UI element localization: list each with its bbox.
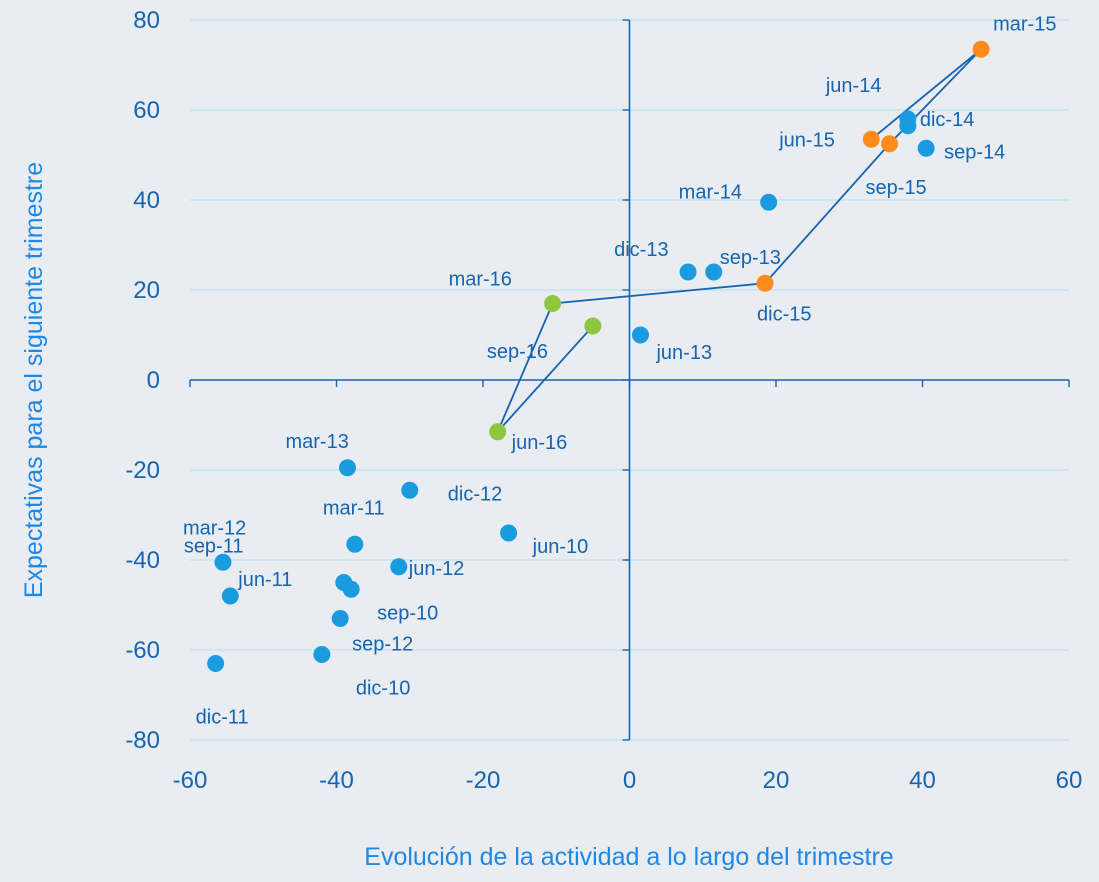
y-tick-label: 40 — [133, 187, 160, 214]
point-label: sep-15 — [866, 177, 927, 199]
data-point — [862, 130, 880, 148]
point-label: jun-12 — [408, 558, 465, 580]
x-tick-label: 60 — [1056, 767, 1083, 794]
point-label: dic-14 — [920, 109, 974, 131]
data-point — [346, 535, 364, 553]
point-label: jun-10 — [532, 536, 589, 558]
data-point — [631, 326, 649, 344]
point-label: mar-14 — [679, 181, 742, 203]
y-axis-title: Expectativas para el siguiente trimestre — [20, 162, 48, 598]
data-point — [390, 558, 408, 576]
data-point — [338, 459, 356, 477]
y-tick-label: -80 — [125, 727, 160, 754]
data-point — [500, 524, 518, 542]
data-point — [335, 574, 353, 591]
y-tick-label: -60 — [125, 637, 160, 664]
data-point — [401, 481, 419, 499]
point-label: mar-15 — [993, 13, 1056, 35]
point-label: jun-14 — [825, 75, 882, 97]
point-label: dic-13 — [614, 239, 668, 261]
point-label: jun-16 — [511, 432, 568, 454]
point-label: mar-11 — [323, 497, 385, 519]
point-label: sep-13 — [720, 247, 781, 269]
point-label: jun-11 — [237, 569, 292, 591]
point-label: sep-14 — [944, 141, 1005, 163]
point-label: mar-12 — [183, 517, 246, 539]
data-point — [881, 135, 899, 153]
point-label: jun-13 — [655, 342, 712, 364]
data-point — [756, 274, 774, 292]
x-tick-label: -60 — [173, 767, 208, 794]
data-points — [207, 40, 990, 672]
tick-labels: 80 60 40 20 0 -20 -40 -60 -80 -60 -40 -20 0 20 40 60 — [125, 7, 1082, 794]
x-tick-label: -40 — [319, 767, 354, 794]
data-point — [489, 423, 507, 441]
data-point — [221, 587, 239, 605]
axes — [189, 19, 1070, 741]
data-point — [705, 263, 723, 281]
data-point — [544, 295, 562, 312]
y-tick-label: -40 — [125, 547, 160, 574]
x-tick-label: 0 — [623, 767, 636, 794]
data-point — [214, 553, 232, 571]
data-point — [917, 139, 935, 157]
data-point — [207, 655, 225, 672]
point-label: sep-12 — [352, 634, 413, 656]
y-tick-label: 20 — [133, 277, 160, 304]
point-label: mar-16 — [449, 269, 512, 291]
data-point — [584, 317, 602, 335]
data-point — [313, 646, 331, 663]
x-tick-label: 40 — [909, 767, 936, 794]
point-label: dic-10 — [356, 678, 410, 700]
y-tick-label: 0 — [147, 367, 160, 394]
trajectory-line — [496, 48, 982, 433]
point-label: sep-10 — [377, 602, 438, 624]
point-label: sep-11 — [184, 536, 244, 558]
point-label: dic-15 — [757, 303, 811, 325]
data-point — [679, 263, 697, 281]
y-tick-label: 60 — [133, 97, 160, 124]
connecting-path — [496, 48, 982, 433]
point-label: mar-13 — [285, 431, 348, 453]
data-point — [760, 193, 778, 211]
data-point — [972, 40, 990, 58]
x-tick-label: 20 — [763, 767, 790, 794]
point-label: dic-12 — [448, 483, 502, 505]
point-labels: jun-10 sep-10 dic-10 mar-11 jun-11 sep-11 dic-… — [183, 13, 1056, 728]
point-label: dic-11 — [196, 707, 249, 729]
x-axis-title: Evolución de la actividad a lo largo del… — [364, 843, 893, 871]
point-label: jun-15 — [778, 129, 835, 151]
y-tick-label: 80 — [133, 7, 160, 34]
x-tick-label: -20 — [466, 767, 501, 794]
data-point — [899, 110, 917, 128]
point-label: sep-16 — [487, 341, 548, 363]
data-point — [331, 610, 349, 627]
y-tick-label: -20 — [125, 457, 160, 484]
